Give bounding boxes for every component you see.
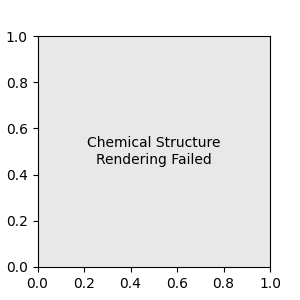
Text: Chemical Structure
Rendering Failed: Chemical Structure Rendering Failed bbox=[87, 136, 220, 166]
